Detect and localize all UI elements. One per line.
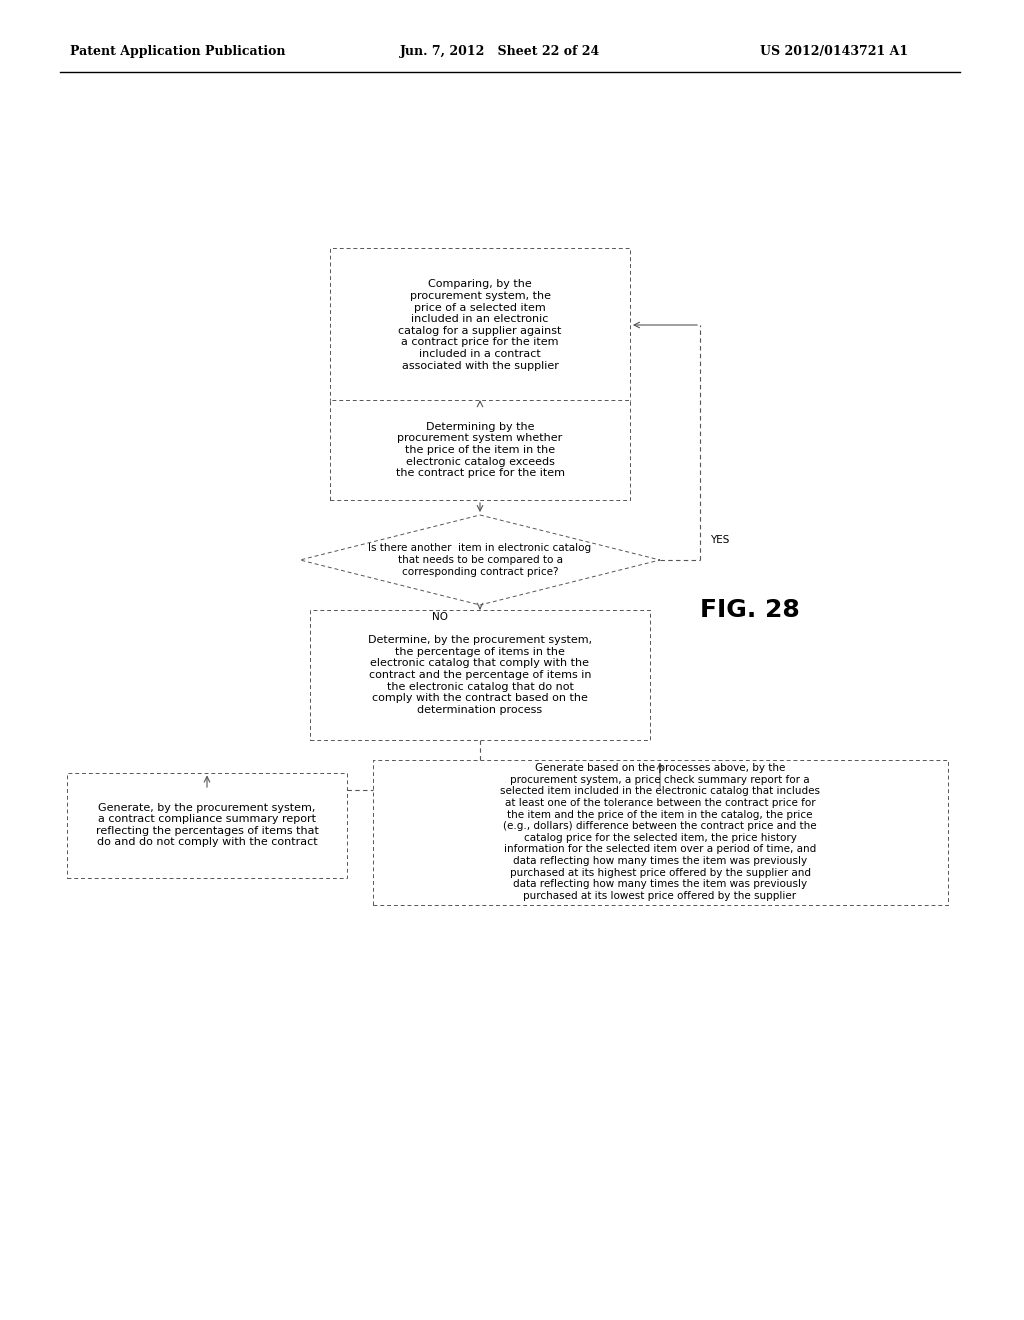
Polygon shape bbox=[300, 515, 660, 605]
Bar bbox=[67, 772, 347, 878]
Text: Patent Application Publication: Patent Application Publication bbox=[70, 45, 286, 58]
Bar bbox=[330, 248, 630, 403]
Text: NO: NO bbox=[432, 612, 449, 622]
Bar bbox=[330, 400, 630, 500]
Text: Jun. 7, 2012   Sheet 22 of 24: Jun. 7, 2012 Sheet 22 of 24 bbox=[400, 45, 600, 58]
Bar bbox=[373, 759, 947, 904]
Text: Is there another  item in electronic catalog
that needs to be compared to a
corr: Is there another item in electronic cata… bbox=[369, 544, 592, 577]
Text: FIG. 28: FIG. 28 bbox=[700, 598, 800, 622]
Text: YES: YES bbox=[710, 535, 729, 545]
Text: Determine, by the procurement system,
the percentage of items in the
electronic : Determine, by the procurement system, th… bbox=[368, 635, 592, 715]
Text: Comparing, by the
procurement system, the
price of a selected item
included in a: Comparing, by the procurement system, th… bbox=[398, 280, 562, 371]
Text: Determining by the
procurement system whether
the price of the item in the
elect: Determining by the procurement system wh… bbox=[395, 422, 564, 478]
Text: Generate, by the procurement system,
a contract compliance summary report
reflec: Generate, by the procurement system, a c… bbox=[95, 803, 318, 847]
Text: US 2012/0143721 A1: US 2012/0143721 A1 bbox=[760, 45, 908, 58]
Text: Generate based on the processes above, by the
procurement system, a price check : Generate based on the processes above, b… bbox=[500, 763, 820, 900]
Bar bbox=[310, 610, 650, 741]
